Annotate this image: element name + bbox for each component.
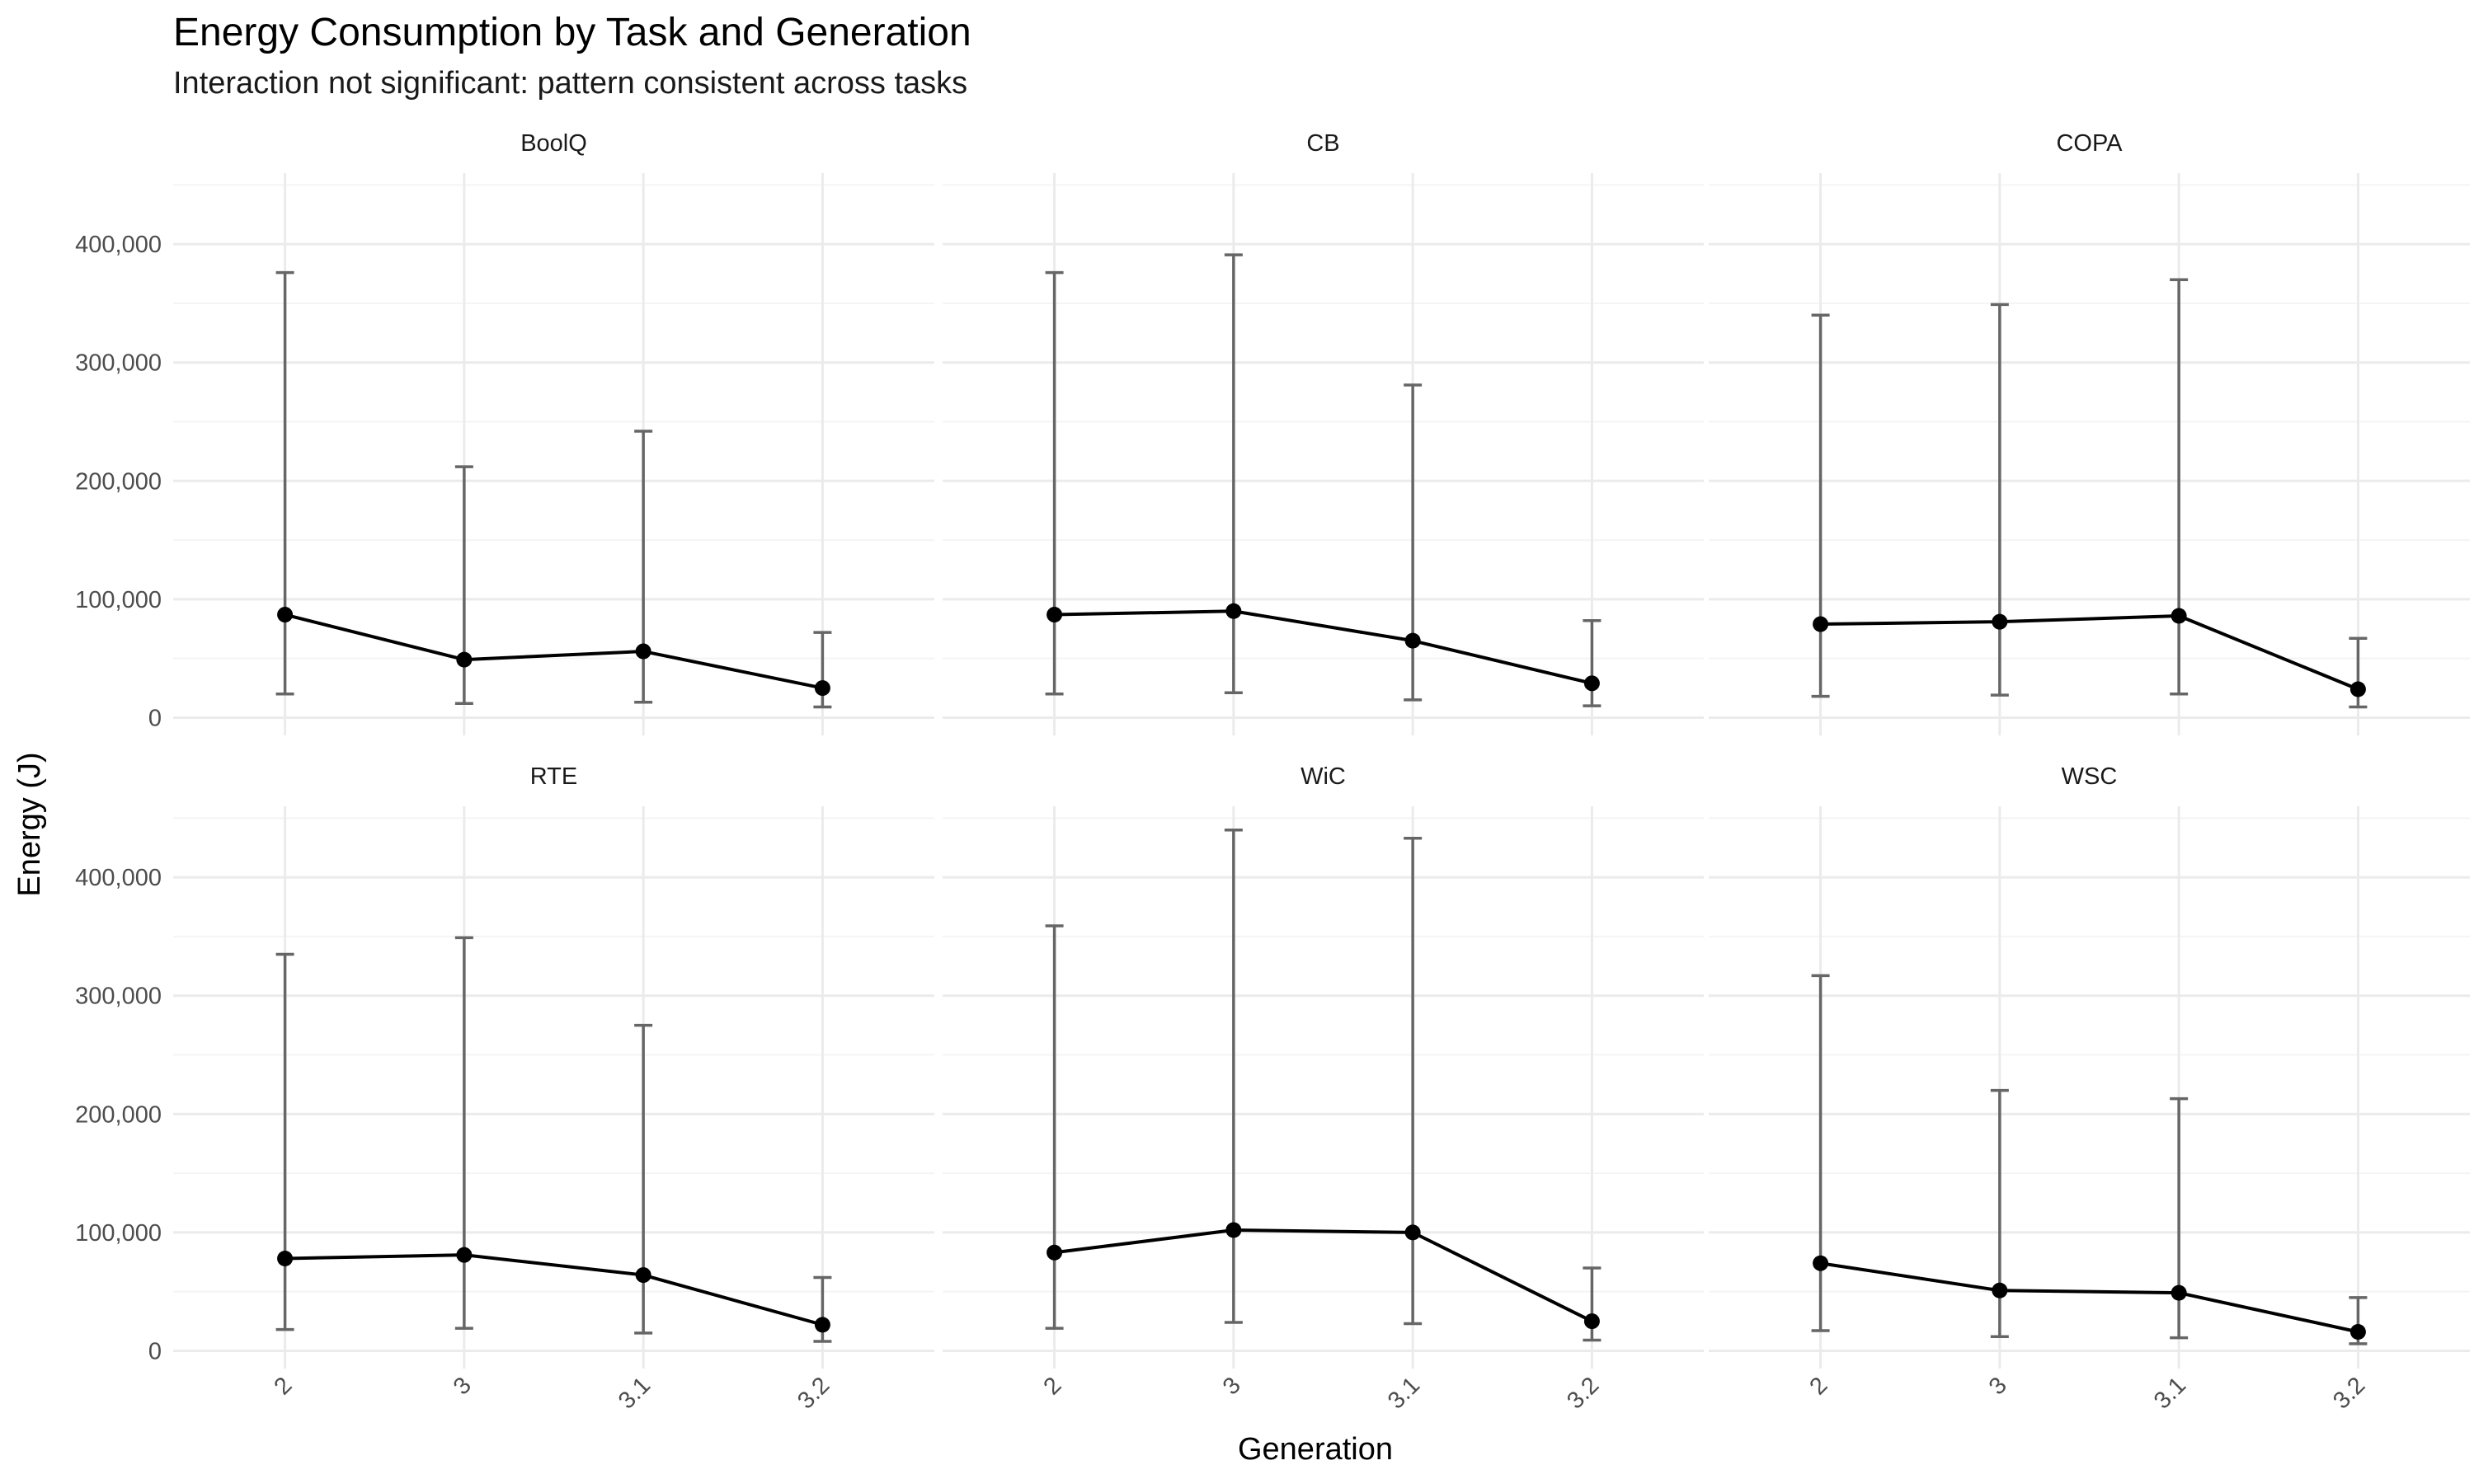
data-point <box>1404 1224 1421 1241</box>
facet-label: COPA <box>2056 130 2123 157</box>
data-point <box>635 643 651 660</box>
data-point <box>1992 1282 2008 1298</box>
y-tick-label: 300,000 <box>75 350 162 377</box>
data-point <box>2349 1323 2366 1340</box>
y-tick-label: 0 <box>148 1338 162 1364</box>
x-tick-label: 3 <box>1984 1372 2012 1400</box>
series-line <box>285 613 823 690</box>
data-point <box>456 651 473 668</box>
y-tick-label: 100,000 <box>75 1220 162 1247</box>
x-tick-label: 3 <box>449 1372 477 1400</box>
x-tick-label: 3.2 <box>1562 1372 1604 1414</box>
facet-label: RTE <box>530 763 577 790</box>
series-line <box>1820 613 2359 691</box>
data-point <box>1047 1244 1063 1261</box>
y-tick-label: 300,000 <box>75 984 162 1010</box>
data-point <box>2349 681 2366 697</box>
data-point <box>1225 1222 1242 1238</box>
facet-label: WiC <box>1300 763 1346 790</box>
y-tick-label: 400,000 <box>75 232 162 258</box>
data-point <box>1813 616 1829 632</box>
series-line <box>285 1253 823 1327</box>
y-tick-label: 200,000 <box>75 468 162 495</box>
y-tick-label: 100,000 <box>75 587 162 613</box>
x-tick-label: 3.2 <box>2328 1372 2370 1414</box>
x-tick-label: 3.2 <box>793 1372 835 1414</box>
data-point <box>635 1267 651 1284</box>
chart-subtitle: Interaction not significant: pattern con… <box>173 66 968 101</box>
x-tick-label: 3.1 <box>614 1372 656 1414</box>
chart-title: Energy Consumption by Task and Generatio… <box>173 11 971 54</box>
x-tick-label: 3.1 <box>1383 1372 1425 1414</box>
series-line <box>1054 1228 1593 1323</box>
data-point <box>1992 613 2008 630</box>
data-point <box>456 1247 473 1263</box>
x-tick-label: 3 <box>1218 1372 1246 1400</box>
facet-label: BoolQ <box>520 130 587 157</box>
x-tick-label: 3.1 <box>2149 1372 2191 1414</box>
data-point <box>1225 603 1242 619</box>
data-point <box>814 680 830 697</box>
data-point <box>814 1317 830 1333</box>
facet-label: CB <box>1306 130 1339 157</box>
x-tick-label: 2 <box>1038 1372 1066 1400</box>
series-line <box>1820 1261 2359 1334</box>
data-point <box>1404 632 1421 649</box>
series-line <box>1054 609 1592 685</box>
data-point <box>2171 608 2187 624</box>
data-point <box>1583 1313 1600 1330</box>
y-tick-label: 200,000 <box>75 1101 162 1128</box>
data-point <box>1583 675 1600 692</box>
x-axis-title: Generation <box>1238 1432 1393 1467</box>
y-axis-title: Energy (J) <box>12 752 47 896</box>
y-tick-label: 0 <box>148 705 162 731</box>
facet-label: WSC <box>2062 763 2118 790</box>
y-tick-label: 400,000 <box>75 865 162 891</box>
x-tick-label: 2 <box>1804 1372 1832 1400</box>
data-point <box>2171 1284 2187 1301</box>
data-point <box>1813 1255 1829 1271</box>
data-point <box>1047 607 1063 623</box>
data-point <box>277 1250 294 1266</box>
x-tick-label: 2 <box>269 1372 297 1400</box>
data-point <box>277 607 294 623</box>
